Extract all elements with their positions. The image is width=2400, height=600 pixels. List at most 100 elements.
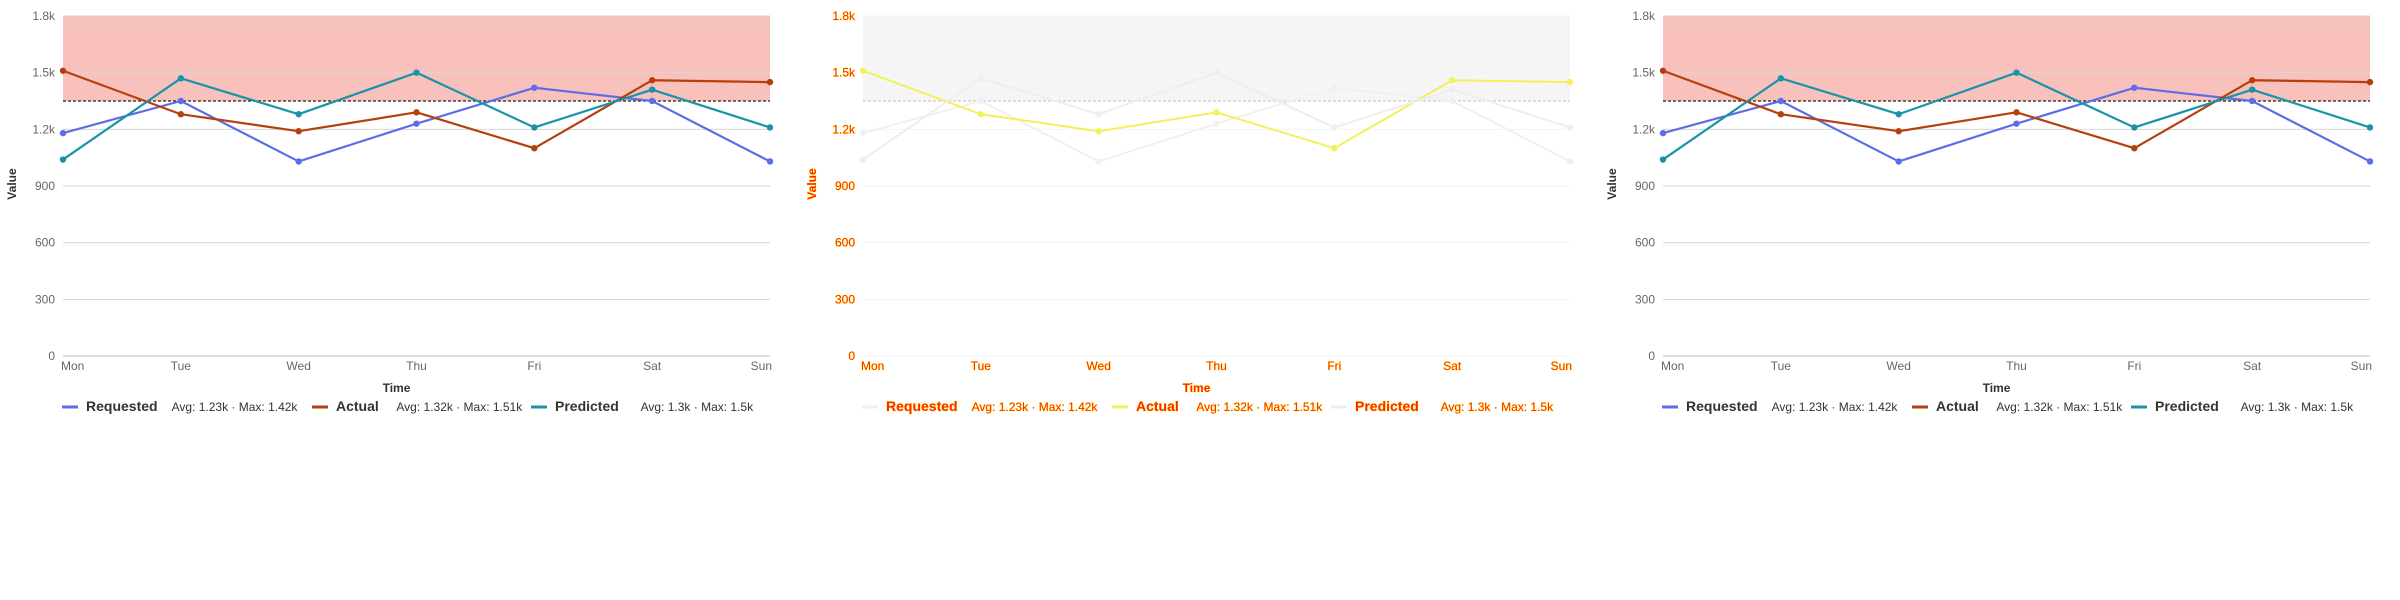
data-point-predicted xyxy=(1095,111,1102,118)
y-tick-label: 0 xyxy=(48,349,55,363)
x-tick-label: Sat xyxy=(2243,359,2262,373)
data-point-actual xyxy=(977,111,985,118)
legend-label-actual: Actual xyxy=(336,398,379,414)
data-point-requested xyxy=(531,84,538,91)
x-tick-label: Mon xyxy=(61,359,84,373)
legend-label-requested: Requested xyxy=(886,398,958,414)
data-point-predicted xyxy=(1331,124,1338,131)
legend-stats-actual: Avg: 1.32k · Max: 1.51k xyxy=(1196,400,1323,414)
legend-stats-actual: Avg: 1.32k · Max: 1.51k xyxy=(396,400,523,414)
x-axis-title: Time xyxy=(1983,381,2011,395)
y-tick-label: 0 xyxy=(1648,349,1655,363)
y-tick-label: 1.2k xyxy=(1632,122,1656,136)
data-point-actual xyxy=(1777,111,1785,118)
y-tick-label: 600 xyxy=(35,236,55,250)
legend-label-actual: Actual xyxy=(1136,398,1179,414)
data-point-requested xyxy=(977,97,985,105)
legend-label-requested: Requested xyxy=(1686,398,1758,414)
y-tick-label: 900 xyxy=(835,179,855,193)
x-axis-title: Time xyxy=(383,381,411,395)
y-tick-label: 1.8k xyxy=(32,9,56,23)
x-tick-label: Fri xyxy=(527,359,541,373)
x-tick-label: Sun xyxy=(2351,359,2372,373)
data-point-actual xyxy=(413,109,420,116)
threshold-band xyxy=(1663,16,2370,101)
data-point-predicted xyxy=(1777,75,1785,82)
x-tick-label: Wed xyxy=(286,359,310,373)
data-point-requested xyxy=(1095,158,1102,165)
data-point-predicted xyxy=(2131,124,2138,131)
data-point-actual xyxy=(1095,128,1102,135)
x-tick-label: Thu xyxy=(406,359,427,373)
legend-stats-predicted: Avg: 1.3k · Max: 1.5k xyxy=(2241,400,2354,414)
y-tick-label: 1.5k xyxy=(32,66,56,80)
data-point-predicted xyxy=(295,111,302,118)
data-point-requested xyxy=(766,158,774,165)
data-point-predicted xyxy=(1213,69,1220,76)
x-tick-label: Mon xyxy=(1661,359,1684,373)
data-point-actual xyxy=(177,111,185,118)
x-tick-label: Sat xyxy=(1443,359,1462,373)
data-point-predicted xyxy=(177,75,185,82)
legend-stats-predicted: Avg: 1.3k · Max: 1.5k xyxy=(641,400,754,414)
data-point-actual xyxy=(1448,77,1456,84)
data-point-predicted xyxy=(2366,124,2374,131)
legend-stats-requested: Avg: 1.23k · Max: 1.42k xyxy=(972,400,1099,414)
x-tick-label: Fri xyxy=(2127,359,2141,373)
legend-stats-requested: Avg: 1.23k · Max: 1.42k xyxy=(1772,400,1899,414)
data-point-actual xyxy=(1566,78,1574,86)
legend-label-predicted: Predicted xyxy=(1355,398,1419,414)
data-point-requested xyxy=(413,120,420,127)
data-point-requested xyxy=(59,129,67,137)
threshold-band xyxy=(63,16,770,101)
data-point-predicted xyxy=(1448,86,1456,93)
data-point-actual xyxy=(2366,78,2374,86)
data-point-actual xyxy=(531,145,538,152)
x-tick-label: Wed xyxy=(1086,359,1110,373)
y-tick-label: 300 xyxy=(1635,292,1655,306)
data-point-predicted xyxy=(1895,111,1902,118)
data-point-predicted xyxy=(413,69,420,76)
y-tick-label: 600 xyxy=(1635,236,1655,250)
data-point-actual xyxy=(59,67,67,74)
data-point-actual xyxy=(1659,67,1667,74)
data-point-actual xyxy=(2131,145,2138,152)
data-point-predicted xyxy=(766,124,774,131)
data-point-actual xyxy=(1331,145,1338,152)
legend-label-predicted: Predicted xyxy=(2155,398,2219,414)
data-point-predicted xyxy=(977,75,985,82)
data-point-requested xyxy=(1331,84,1338,91)
legend-stats-requested: Avg: 1.23k · Max: 1.42k xyxy=(172,400,299,414)
x-tick-label: Mon xyxy=(861,359,884,373)
data-point-requested xyxy=(1213,120,1220,127)
y-tick-label: 1.2k xyxy=(32,122,56,136)
legend-stats-actual: Avg: 1.32k · Max: 1.51k xyxy=(1996,400,2123,414)
x-tick-label: Sat xyxy=(643,359,662,373)
data-point-requested xyxy=(2248,97,2256,105)
x-tick-label: Tue xyxy=(971,359,992,373)
y-tick-label: 600 xyxy=(835,236,855,250)
chart-right: 0 300 600 900 1.2k 1.5k 1.8k Mon Tue Wed Thu Fri Sat… xyxy=(1605,9,2374,414)
x-tick-label: Tue xyxy=(171,359,192,373)
x-tick-label: Thu xyxy=(2006,359,2027,373)
y-axis-title: Value xyxy=(5,168,19,200)
y-tick-label: 1.5k xyxy=(832,66,856,80)
data-point-predicted xyxy=(2013,69,2020,76)
y-tick-label: 900 xyxy=(1635,179,1655,193)
data-point-requested xyxy=(2013,120,2020,127)
data-point-actual xyxy=(2013,109,2020,116)
data-point-predicted xyxy=(2248,86,2256,93)
x-tick-label: Sun xyxy=(1551,359,1572,373)
data-point-requested xyxy=(1777,97,1785,105)
data-point-requested xyxy=(177,97,185,105)
y-tick-label: 0 xyxy=(848,349,855,363)
data-point-requested xyxy=(2131,84,2138,91)
data-point-requested xyxy=(648,97,656,105)
x-tick-label: Fri xyxy=(1327,359,1341,373)
data-point-predicted xyxy=(648,86,656,93)
y-tick-label: 300 xyxy=(35,292,55,306)
data-point-actual xyxy=(859,67,867,74)
data-point-requested xyxy=(1659,129,1667,137)
x-axis-title: Time xyxy=(1183,381,1211,395)
legend-label-predicted: Predicted xyxy=(555,398,619,414)
